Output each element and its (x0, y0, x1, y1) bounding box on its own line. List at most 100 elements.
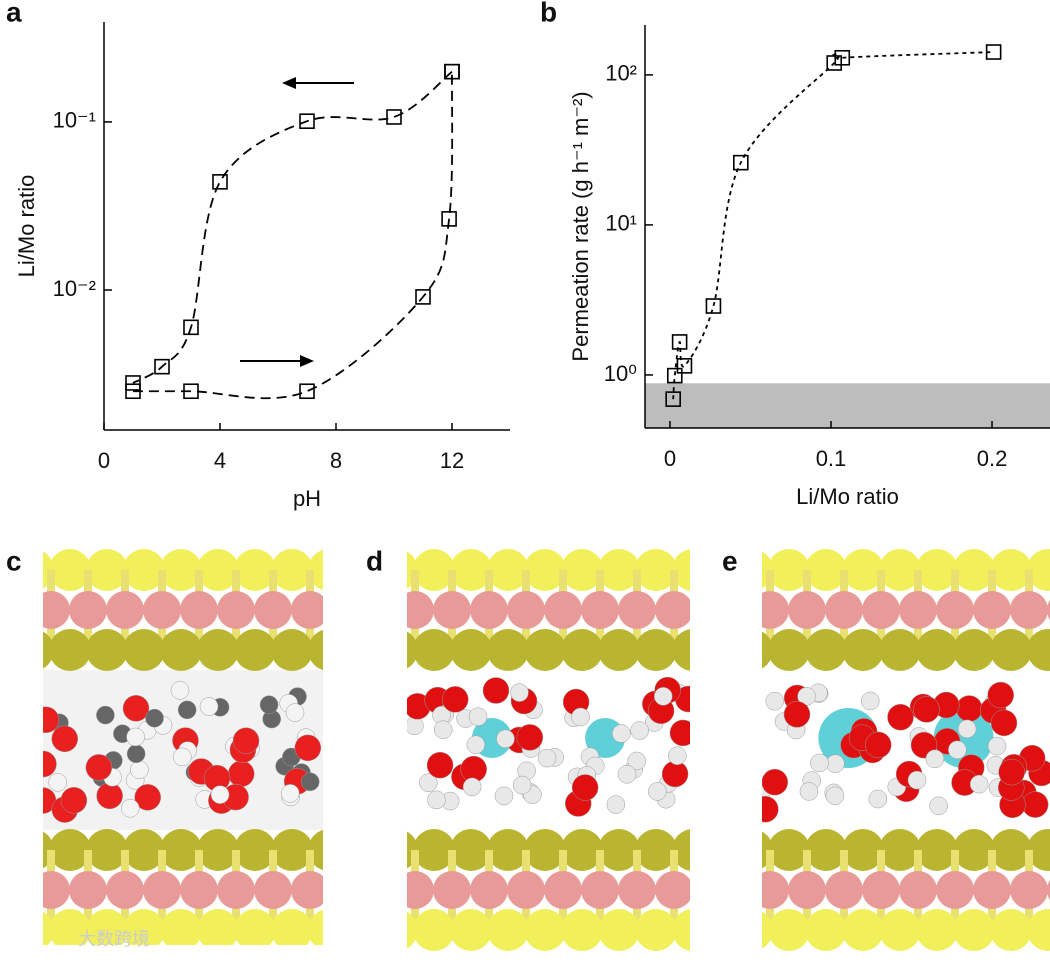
panel-label: b (540, 0, 557, 27)
data-point (826, 55, 843, 71)
molybdenum-atom (862, 591, 900, 629)
sulfur-atom (308, 829, 323, 871)
bond (343, 850, 351, 930)
data-point (666, 367, 683, 384)
sulfur-atom (86, 629, 128, 671)
water-atom (96, 705, 115, 725)
sulfur-atom (86, 829, 128, 871)
water-atom (285, 703, 305, 722)
water-atom (43, 750, 57, 778)
molybdenum-atom (407, 871, 434, 909)
water-atom (925, 749, 945, 769)
water-atom (956, 695, 983, 722)
sulfur-atom (450, 829, 492, 871)
molybdenum-atom (788, 871, 826, 909)
molybdenum-atom (1010, 871, 1048, 909)
bond (343, 570, 351, 650)
molybdenum-atom (43, 871, 70, 909)
data-point (733, 154, 749, 171)
sulfur-atom (672, 829, 690, 871)
sulfur-atom (234, 629, 276, 671)
water-atom (126, 727, 145, 747)
sulfur-atom (805, 909, 847, 951)
water-atom (860, 691, 880, 711)
x-axis-label: pH (293, 486, 321, 511)
molybdenum-atom (254, 591, 292, 629)
y-axis-label: Li/Mo ratio (14, 175, 39, 278)
molybdenum-atom (291, 591, 323, 629)
sulfur-atom (842, 629, 884, 671)
data-point (705, 298, 722, 314)
fit-line (132, 70, 453, 384)
sulfur-atom (672, 629, 690, 671)
sulfur-atom (49, 909, 91, 945)
sulfur-atom (953, 549, 995, 591)
molybdenum-atom (143, 871, 181, 909)
sulfur-atom (672, 549, 690, 591)
sulfur-atom (234, 909, 276, 945)
data-point (665, 391, 681, 407)
y-tick-label: 10⁻¹ (53, 108, 96, 133)
sulfur-atom (879, 549, 921, 591)
water-atom (510, 683, 529, 702)
water-atom (661, 760, 689, 788)
sulfur-atom (413, 909, 455, 951)
molybdenum-atom (69, 871, 107, 909)
water-atom (126, 744, 146, 764)
sulfur-atom (487, 829, 529, 871)
data-point (671, 334, 688, 350)
water-atom (516, 724, 544, 751)
arrow (240, 77, 354, 367)
sulfur-atom (768, 549, 810, 591)
water-atom (43, 706, 60, 734)
water-atom (998, 758, 1025, 786)
water-atom (948, 740, 967, 760)
water-atom (987, 681, 1014, 709)
molecular-panel (407, 549, 690, 951)
data-point (444, 63, 460, 80)
water-atom (913, 696, 940, 723)
sulfur-atom (197, 549, 239, 591)
molybdenum-atom (180, 871, 218, 909)
molybdenum-atom (581, 591, 619, 629)
sulfur-atom (561, 829, 603, 871)
sulfur-atom (86, 549, 128, 591)
water-atom (466, 735, 486, 755)
water-atom (210, 785, 230, 804)
water-atom (145, 708, 164, 728)
sulfur-atom (842, 549, 884, 591)
water-atom (612, 724, 631, 743)
sulfur-atom (234, 829, 276, 871)
water-atom (281, 784, 300, 803)
water-atom (48, 773, 67, 792)
x-tick-label: 4 (214, 448, 226, 473)
molybdenum-atom (407, 591, 434, 629)
water-atom (227, 760, 255, 788)
water-atom (1021, 791, 1049, 818)
molybdenum-atom (433, 591, 471, 629)
panel-label: e (722, 545, 738, 576)
panel-label: d (366, 545, 383, 576)
data-point (676, 358, 693, 374)
sulfur-atom (123, 629, 165, 671)
water-atom (122, 695, 150, 722)
fit-line (672, 51, 994, 400)
molybdenum-atom (544, 591, 582, 629)
water-atom (571, 707, 590, 727)
water-atom (630, 721, 649, 740)
molybdenum-atom (217, 591, 255, 629)
sulfur-atom (308, 909, 323, 945)
molecular-renderings (43, 549, 1050, 951)
water-atom (762, 768, 789, 796)
sulfur-atom (160, 829, 202, 871)
sulfur-atom (561, 549, 603, 591)
molybdenum-atom (936, 871, 974, 909)
x-tick-label: 0.1 (816, 446, 847, 471)
sulfur-atom (524, 629, 566, 671)
sulfur-atom (916, 829, 958, 871)
sulfur-atom (450, 629, 492, 671)
water-atom (482, 677, 510, 704)
water-atom (762, 795, 779, 823)
water-atom (300, 772, 320, 792)
sulfur-atom (879, 909, 921, 951)
